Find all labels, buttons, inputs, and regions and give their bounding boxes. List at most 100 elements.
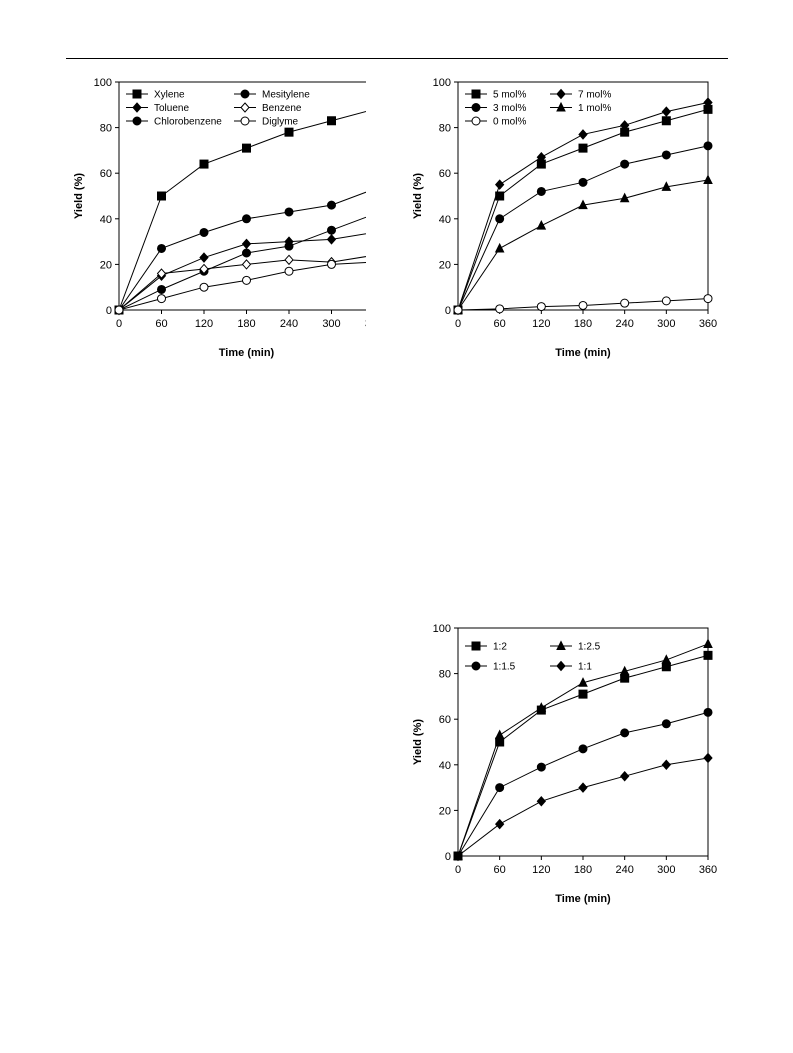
series-toluene <box>114 233 366 316</box>
legend-item: 1:1.5 <box>465 661 516 673</box>
data-point <box>494 179 505 190</box>
series-diglyme <box>114 259 366 315</box>
series-1-1 <box>453 752 713 862</box>
legend-marker <box>240 102 250 113</box>
data-point <box>327 259 336 269</box>
legend-label: 1:2 <box>493 642 507 653</box>
data-point <box>157 284 166 294</box>
series-3-mol- <box>453 141 713 315</box>
data-point <box>114 305 124 315</box>
series-1-1-5 <box>453 707 713 861</box>
legend-marker <box>132 102 142 113</box>
legend: 5 mol% 7 mol% 3 mol% 1 mol% 0 mol% <box>465 88 611 128</box>
legend-item: 5 mol% <box>465 89 526 101</box>
data-point <box>156 268 167 279</box>
x-tick-label: 180 <box>574 318 592 330</box>
y-tick-label: 20 <box>100 259 112 271</box>
legend-item: 1 mol% <box>550 101 611 114</box>
data-point <box>199 227 209 237</box>
legend-marker <box>556 101 566 112</box>
x-tick-label: 60 <box>494 864 506 876</box>
data-point <box>326 234 337 245</box>
data-point <box>661 719 671 729</box>
data-point <box>536 302 546 312</box>
x-tick-label: 60 <box>494 318 506 330</box>
legend-item: 0 mol% <box>465 116 526 128</box>
data-point <box>453 850 463 862</box>
x-tick-label: 240 <box>615 864 633 876</box>
y-tick-label: 0 <box>445 305 451 317</box>
data-point <box>619 192 630 203</box>
data-point <box>619 120 630 131</box>
legend-marker <box>240 116 250 126</box>
data-point <box>578 143 588 153</box>
data-point <box>495 783 505 793</box>
legend-item: Xylene <box>126 89 185 101</box>
legend-label: 7 mol% <box>578 90 611 101</box>
y-tick-label: 40 <box>439 760 451 772</box>
legend-item: Mesitylene <box>234 89 310 101</box>
data-point <box>619 770 630 782</box>
data-point <box>242 275 251 285</box>
legend-item: Toluene <box>126 102 189 114</box>
x-tick-label: 300 <box>657 864 675 876</box>
data-point <box>703 294 713 304</box>
legend-label: Xylene <box>154 90 185 101</box>
x-axis-title: Time (min) <box>555 347 611 359</box>
y-tick-label: 40 <box>100 214 112 226</box>
legend-label: 5 mol% <box>493 90 526 101</box>
data-point <box>536 151 547 163</box>
data-point <box>578 177 588 187</box>
legend-label: Benzene <box>262 103 302 114</box>
series-1-mol- <box>453 174 713 314</box>
data-point <box>703 707 713 717</box>
data-point <box>578 677 588 687</box>
data-point <box>199 252 209 263</box>
y-tick-label: 20 <box>439 805 451 817</box>
data-point <box>453 305 463 315</box>
data-point <box>241 238 252 250</box>
legend-marker <box>471 661 481 671</box>
data-point <box>578 744 588 754</box>
data-point <box>242 143 251 153</box>
x-tick-label: 0 <box>455 318 461 330</box>
data-point <box>578 129 588 140</box>
x-tick-label: 180 <box>574 864 592 876</box>
x-tick-label: 360 <box>699 318 717 330</box>
data-point <box>620 298 630 308</box>
y-tick-label: 100 <box>433 77 451 89</box>
y-tick-label: 100 <box>94 77 112 89</box>
series-line <box>457 145 709 311</box>
y-tick-label: 0 <box>445 851 451 863</box>
y-tick-label: 60 <box>439 714 451 726</box>
legend-marker <box>471 89 481 99</box>
data-point <box>578 199 588 210</box>
legend-item: 1:1 <box>550 660 592 673</box>
legend-label: Chlorobenzene <box>154 117 222 128</box>
legend-item: 1:2 <box>465 641 507 653</box>
data-point <box>536 702 547 712</box>
data-point <box>703 752 713 764</box>
y-tick-label: 80 <box>439 669 451 681</box>
y-tick-label: 20 <box>439 259 451 271</box>
x-tick-label: 360 <box>699 864 717 876</box>
data-point <box>536 762 546 772</box>
data-point <box>703 174 713 185</box>
data-point <box>703 650 713 660</box>
y-tick-label: 80 <box>100 123 112 135</box>
legend-item: Diglyme <box>234 116 299 128</box>
legend-label: 1:2.5 <box>578 642 601 653</box>
data-point <box>494 242 505 253</box>
legend: 1:2 1:2.5 1:1.5 1:1 <box>465 640 601 673</box>
data-point <box>494 729 505 740</box>
legend-item: Chlorobenzene <box>126 116 222 128</box>
catalyst-loading-yield-chart: 0 20 40 60 80 100 0 60 120 180 240 300 360 Time (min)… <box>412 77 717 359</box>
x-tick-label: 300 <box>322 318 340 330</box>
y-axis-title: Yield (%) <box>412 173 424 219</box>
data-point <box>199 282 209 292</box>
y-axis-title: Yield (%) <box>412 719 424 765</box>
data-point <box>703 638 713 648</box>
data-point <box>578 300 588 310</box>
data-point <box>703 97 713 108</box>
x-tick-label: 180 <box>237 318 255 330</box>
